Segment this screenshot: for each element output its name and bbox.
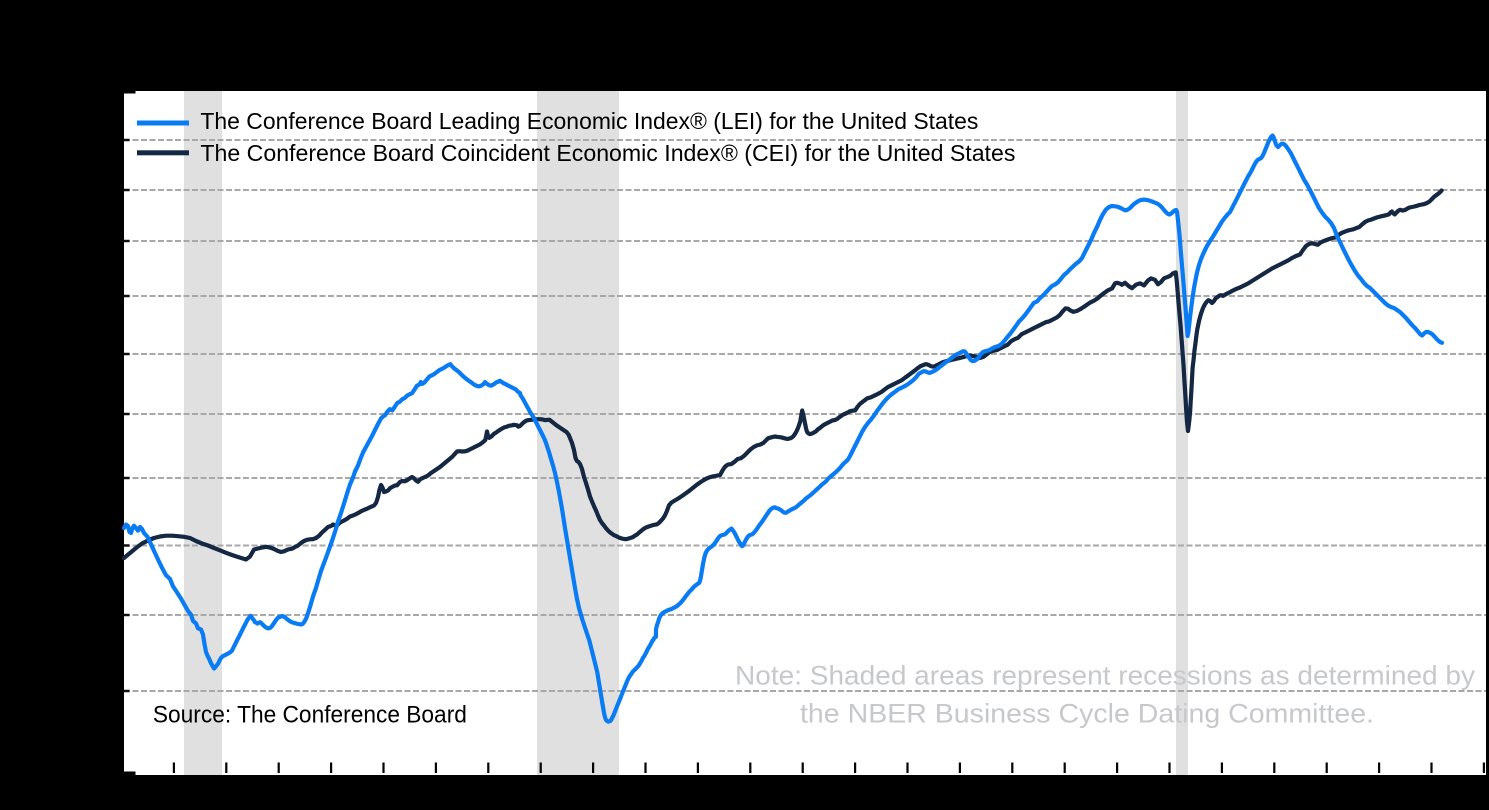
- svg-text:Source: The Conference Board: Source: The Conference Board: [153, 702, 467, 729]
- svg-text:The Conference Board Coinciden: The Conference Board Coincident Economic…: [200, 140, 1015, 166]
- svg-text:the NBER Business Cycle Dating: the NBER Business Cycle Dating Committee…: [800, 699, 1374, 729]
- svg-text:Note: Shaded areas represent r: Note: Shaded areas represent recessions …: [735, 661, 1476, 691]
- svg-text:The Conference Board Leading E: The Conference Board Leading Economic In…: [200, 108, 978, 134]
